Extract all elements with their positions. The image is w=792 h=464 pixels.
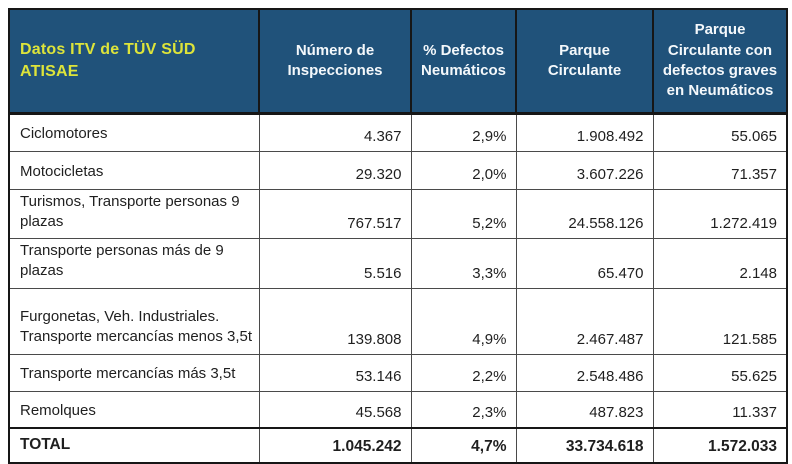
table-row-total: TOTAL 1.045.242 4,7% 33.734.618 1.572.03…: [8, 427, 788, 464]
cell-value: 2.467.487: [515, 287, 654, 355]
cell-value: 767.517: [258, 188, 412, 239]
cell-value: 4,9%: [410, 287, 517, 355]
cell-value: 71.357: [652, 150, 788, 190]
cell-value: 2,0%: [410, 150, 517, 190]
table-row-remolques: Remolques 45.568 2,3% 487.823 11.337: [8, 390, 788, 429]
table-title: Datos ITV de TÜV SÜD ATISAE: [8, 8, 260, 115]
cell-value: 2.148: [652, 238, 788, 289]
table-row-transporte-mercancias-mas-35: Transporte mercancías más 3,5t 53.146 2,…: [8, 353, 788, 392]
cell-value: 33.734.618: [515, 427, 654, 464]
cell-value: 2,2%: [410, 353, 517, 392]
cell-value: 4.367: [258, 112, 412, 152]
cell-value: 2,9%: [410, 112, 517, 152]
cell-value: 24.558.126: [515, 188, 654, 239]
cell-value: 121.585: [652, 287, 788, 355]
cell-value: 65.470: [515, 238, 654, 289]
cell-value: 45.568: [258, 390, 412, 429]
cell-value: 55.625: [652, 353, 788, 392]
row-label: Transporte personas más de 9 plazas: [8, 238, 260, 289]
cell-value: 1.908.492: [515, 112, 654, 152]
column-header-parque-circulante: Parque Circulante: [515, 8, 654, 115]
cell-value: 139.808: [258, 287, 412, 355]
cell-value: 11.337: [652, 390, 788, 429]
row-label: Remolques: [8, 390, 260, 429]
row-label: Ciclomotores: [8, 112, 260, 152]
cell-value: 3.607.226: [515, 150, 654, 190]
table-row-furgonetas: Furgonetas, Veh. Industriales. Transport…: [8, 287, 788, 355]
column-header-pct-defectos: % Defectos Neumáticos: [410, 8, 517, 115]
row-label: TOTAL: [8, 427, 260, 464]
table-row-ciclomotores: Ciclomotores 4.367 2,9% 1.908.492 55.065: [8, 112, 788, 152]
cell-value: 53.146: [258, 353, 412, 392]
cell-value: 5,2%: [410, 188, 517, 239]
column-header-num-inspecciones: Número de Inspecciones: [258, 8, 412, 115]
table-row-turismos: Turismos, Transporte personas 9 plazas 7…: [8, 188, 788, 239]
itv-statistics-table: Datos ITV de TÜV SÜD ATISAE Número de In…: [8, 8, 788, 464]
cell-value: 2,3%: [410, 390, 517, 429]
row-label: Transporte mercancías más 3,5t: [8, 353, 260, 392]
cell-value: 2.548.486: [515, 353, 654, 392]
cell-value: 487.823: [515, 390, 654, 429]
cell-value: 1.572.033: [652, 427, 788, 464]
column-header-parque-defectos-graves: Parque Circulante con defectos graves en…: [652, 8, 788, 115]
cell-value: 5.516: [258, 238, 412, 289]
cell-value: 29.320: [258, 150, 412, 190]
cell-value: 1.045.242: [258, 427, 412, 464]
table-header-row: Datos ITV de TÜV SÜD ATISAE Número de In…: [8, 8, 788, 115]
cell-value: 55.065: [652, 112, 788, 152]
row-label: Motocicletas: [8, 150, 260, 190]
row-label: Turismos, Transporte personas 9 plazas: [8, 188, 260, 239]
table-row-motocicletas: Motocicletas 29.320 2,0% 3.607.226 71.35…: [8, 150, 788, 190]
row-label: Furgonetas, Veh. Industriales. Transport…: [8, 287, 260, 355]
cell-value: 3,3%: [410, 238, 517, 289]
data-table: Datos ITV de TÜV SÜD ATISAE Número de In…: [8, 8, 788, 464]
cell-value: 1.272.419: [652, 188, 788, 239]
table-row-transporte-personas-mas-9: Transporte personas más de 9 plazas 5.51…: [8, 238, 788, 289]
